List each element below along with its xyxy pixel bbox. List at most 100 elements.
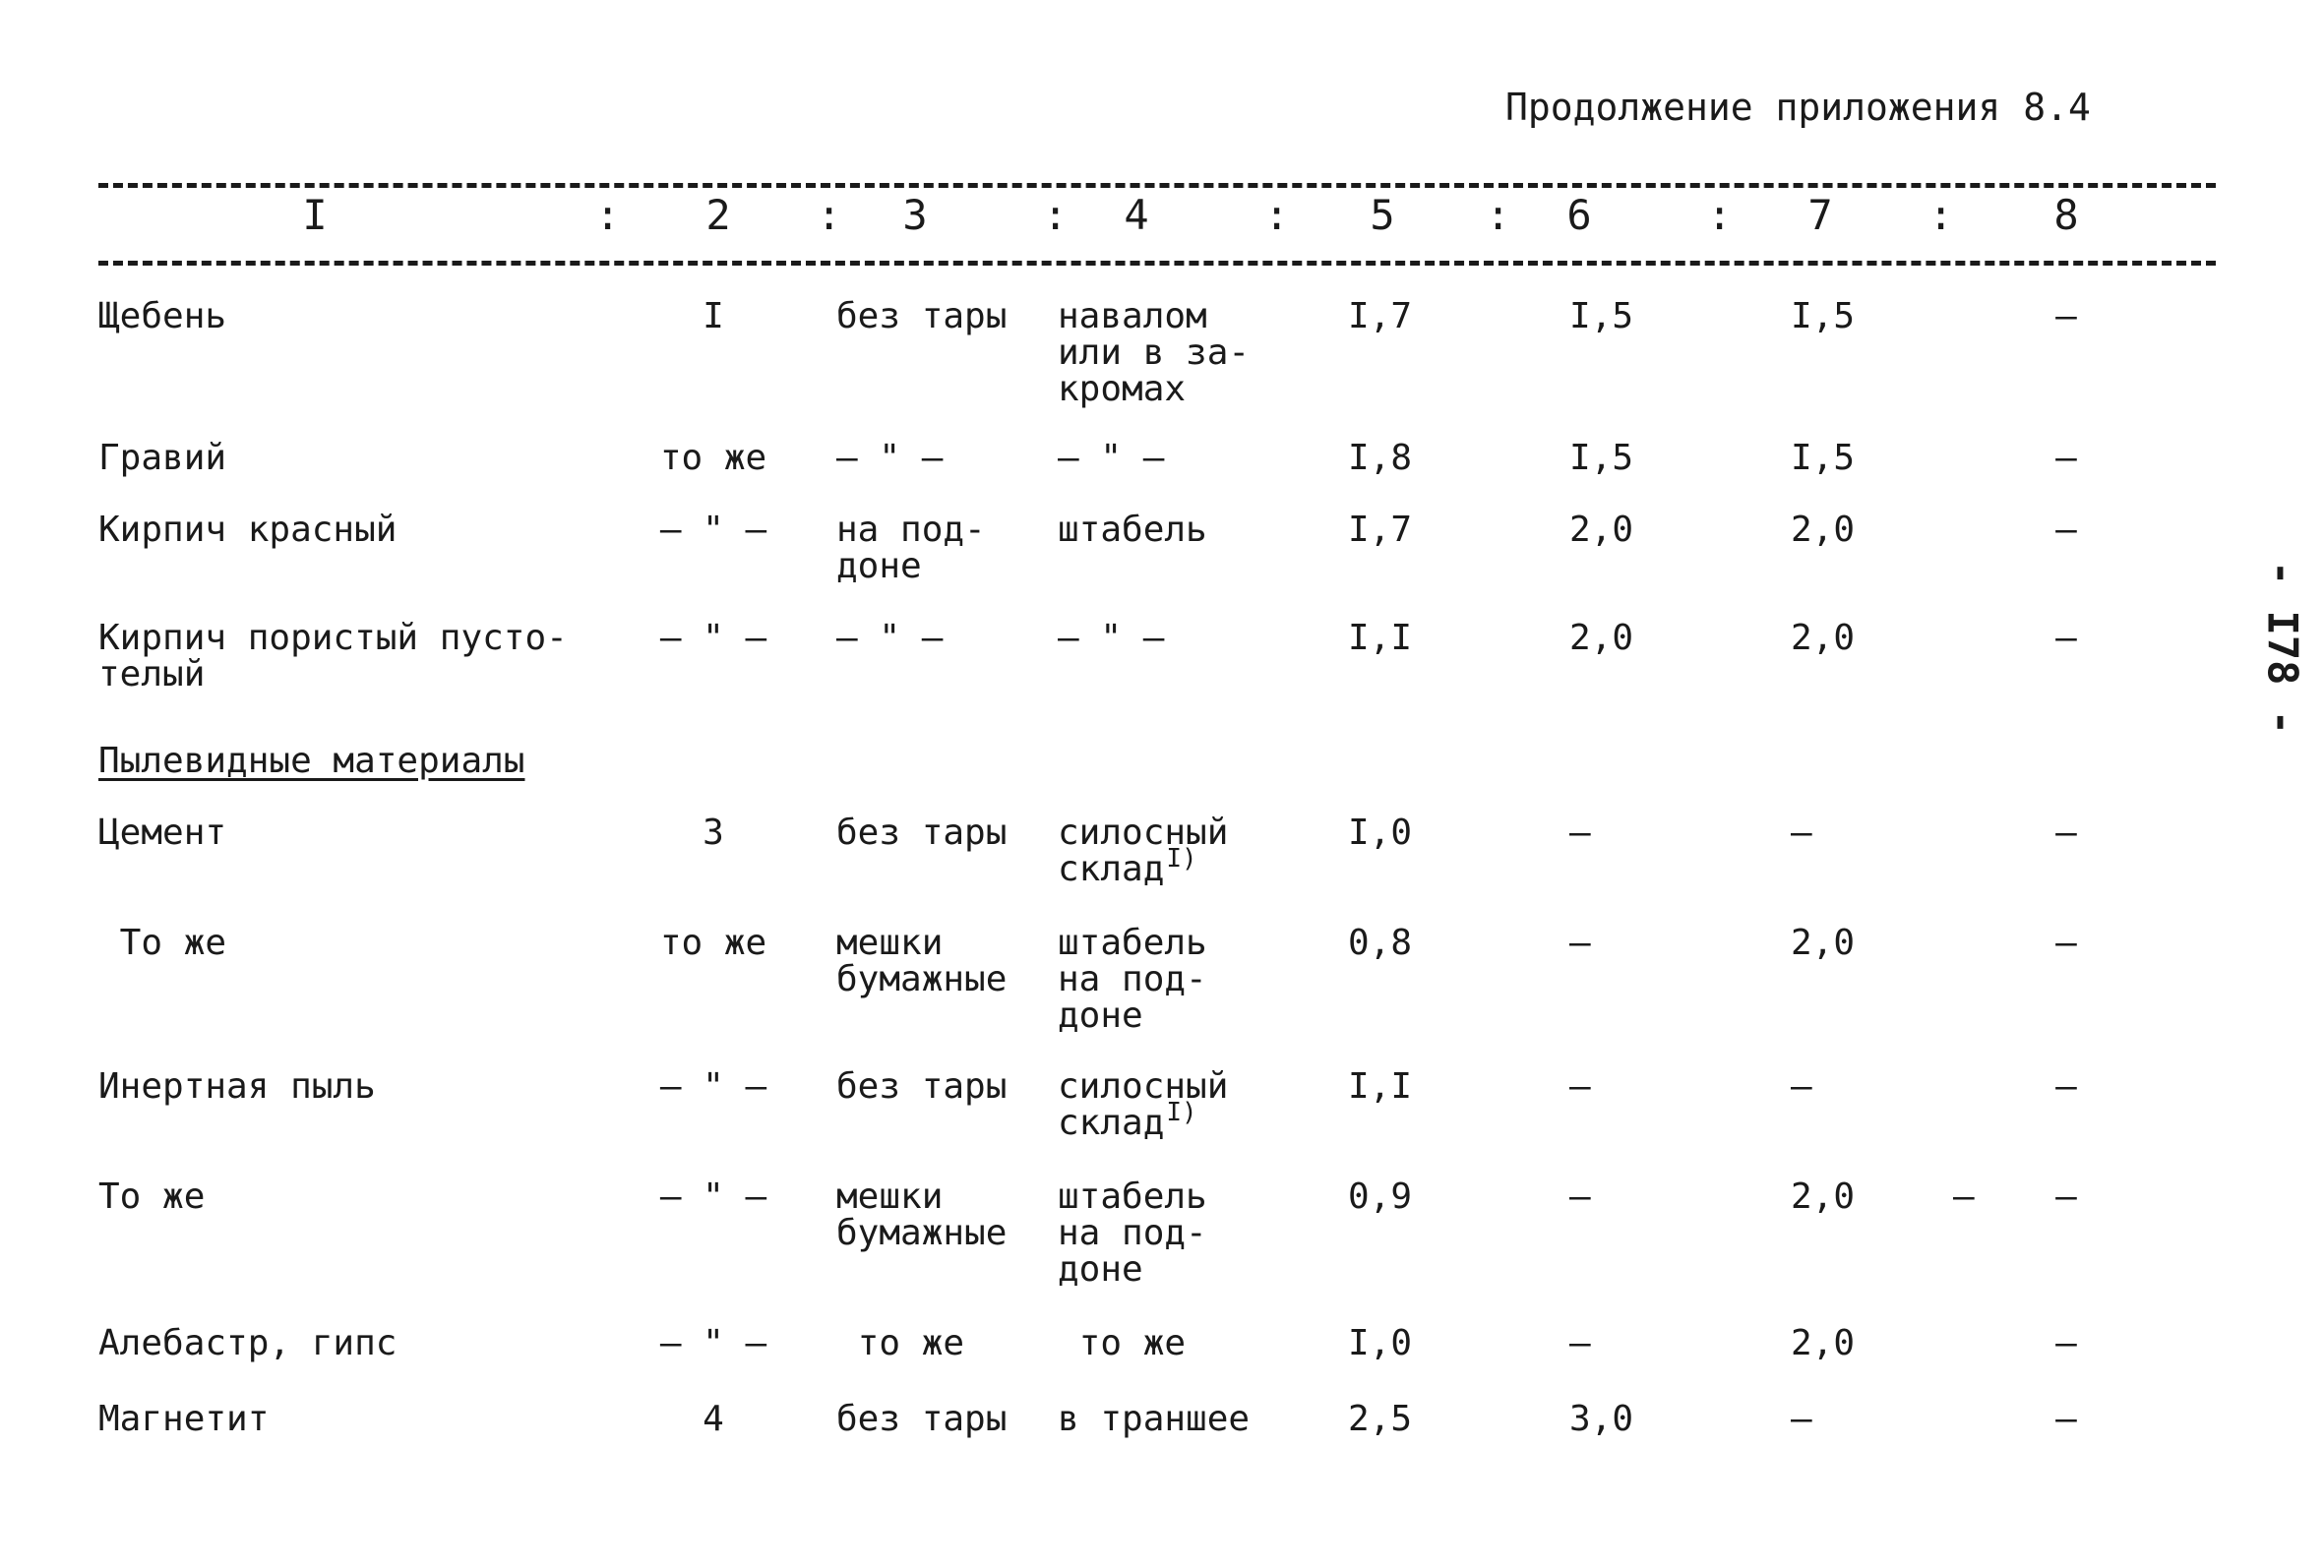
cell-c5: I,I	[1348, 618, 1413, 658]
cell-c7: 2,0	[1791, 923, 1856, 963]
cell-c4: в траншее	[1058, 1399, 1251, 1439]
header-col-5: 5	[1370, 191, 1395, 239]
header-sep: :	[1928, 191, 1954, 239]
cell-c6: 3,0	[1569, 1399, 1634, 1439]
cell-c5: I,I	[1348, 1066, 1413, 1107]
cell-c3: то же	[836, 1323, 965, 1363]
cell-c7: I,5	[1791, 296, 1856, 336]
cell-c6: 2,0	[1569, 510, 1634, 550]
cell-c8: –	[2055, 438, 2077, 478]
cell-c8: –	[2055, 1066, 2077, 1107]
cell-c2: 3	[703, 813, 724, 853]
continuation-title: Продолжение приложения 8.4	[1505, 86, 2091, 129]
cell-c2: – " –	[659, 1323, 767, 1363]
cell-c3: без тары	[836, 296, 1008, 336]
cell-c5: 2,5	[1348, 1399, 1413, 1439]
header-sep: :	[1043, 191, 1069, 239]
cell-c6: –	[1569, 923, 1591, 963]
cell-c1: То же	[98, 923, 227, 963]
cell-c5: I,7	[1348, 510, 1413, 550]
header-col-3: 3	[902, 191, 928, 239]
cell-c7: –	[1791, 1399, 1812, 1439]
cell-c5: 0,8	[1348, 923, 1413, 963]
header-sep: :	[595, 191, 621, 239]
cell-c7: 2,0	[1791, 510, 1856, 550]
cell-c4: штабель на под- доне	[1058, 1176, 1207, 1290]
cell-c2: I	[703, 296, 724, 336]
cell-c2: – " –	[659, 510, 767, 550]
header-sep: :	[1707, 191, 1733, 239]
cell-c8: –	[2055, 813, 2077, 853]
cell-c1: Кирпич пористый пусто- телый	[98, 618, 568, 694]
cell-c5: 0,9	[1348, 1176, 1413, 1217]
cell-c1: Кирпич красный	[98, 510, 398, 550]
cell-c1: Цемент	[98, 813, 227, 853]
cell-c2: – " –	[659, 618, 767, 658]
cell-c3: на под- доне	[836, 510, 986, 586]
header-sep: :	[1486, 191, 1511, 239]
cell-c4: – " –	[1058, 618, 1165, 658]
cell-c3: мешки бумажные	[836, 1176, 1008, 1253]
cell-c3: – " –	[836, 438, 944, 478]
cell-c7b: –	[1953, 1176, 1975, 1217]
cell-c6: 2,0	[1569, 618, 1634, 658]
cell-c4: силосный складI)	[1058, 1066, 1229, 1143]
cell-c4: навалом или в за- кромах	[1058, 296, 1251, 409]
header-sep: :	[817, 191, 842, 239]
header-col-4: 4	[1124, 191, 1149, 239]
footnote-mark: I)	[1166, 844, 1197, 874]
cell-c4: силосный складI)	[1058, 813, 1229, 889]
cell-c4: штабель на под- доне	[1058, 923, 1207, 1036]
cell-c2: – " –	[659, 1176, 767, 1217]
header-col-1: I	[302, 191, 328, 239]
cell-c6: –	[1569, 813, 1591, 853]
header-col-7: 7	[1807, 191, 1833, 239]
cell-c4: то же	[1058, 1323, 1187, 1363]
cell-c8: –	[2055, 296, 2077, 336]
cell-c6: –	[1569, 1323, 1591, 1363]
cell-c1: Щебень	[98, 296, 227, 336]
cell-c2: то же	[659, 438, 767, 478]
cell-c7: 2,0	[1791, 1323, 1856, 1363]
page-number: - I78 -	[2258, 560, 2307, 735]
cell-c1: Гравий	[98, 438, 227, 478]
cell-c5: I,8	[1348, 438, 1413, 478]
cell-c1: То же	[98, 1176, 206, 1217]
footnote-mark: I)	[1166, 1098, 1197, 1127]
cell-c5: I,7	[1348, 296, 1413, 336]
cell-c5: I,0	[1348, 1323, 1413, 1363]
cell-c4: штабель	[1058, 510, 1207, 550]
cell-c3: без тары	[836, 813, 1008, 853]
cell-c5: I,0	[1348, 813, 1413, 853]
cell-c8: –	[2055, 510, 2077, 550]
header-col-8: 8	[2053, 191, 2079, 239]
cell-c6: –	[1569, 1066, 1591, 1107]
cell-c3: без тары	[836, 1399, 1008, 1439]
cell-c4: – " –	[1058, 438, 1165, 478]
cell-c3: без тары	[836, 1066, 1008, 1107]
header-rule-top	[98, 183, 2216, 188]
section-title: Пылевидные материалы	[98, 741, 525, 781]
cell-c8: –	[2055, 923, 2077, 963]
cell-c3: – " –	[836, 618, 944, 658]
cell-c7: I,5	[1791, 438, 1856, 478]
cell-c8: –	[2055, 618, 2077, 658]
cell-c8: –	[2055, 1176, 2077, 1217]
cell-c2: то же	[659, 923, 767, 963]
header-rule-bottom	[98, 261, 2216, 266]
header-col-2: 2	[705, 191, 731, 239]
cell-c6: I,5	[1569, 438, 1634, 478]
cell-c7: –	[1791, 813, 1812, 853]
header-sep: :	[1264, 191, 1290, 239]
cell-c3: мешки бумажные	[836, 923, 1008, 999]
cell-c1: Алебастр, гипс	[98, 1323, 398, 1363]
cell-c8: –	[2055, 1399, 2077, 1439]
cell-c8: –	[2055, 1323, 2077, 1363]
cell-c7: 2,0	[1791, 618, 1856, 658]
cell-c1: Магнетит	[98, 1399, 270, 1439]
cell-c1: Инертная пыль	[98, 1066, 376, 1107]
cell-c2: 4	[703, 1399, 724, 1439]
cell-c6: I,5	[1569, 296, 1634, 336]
header-col-6: 6	[1566, 191, 1592, 239]
cell-c7: 2,0	[1791, 1176, 1856, 1217]
